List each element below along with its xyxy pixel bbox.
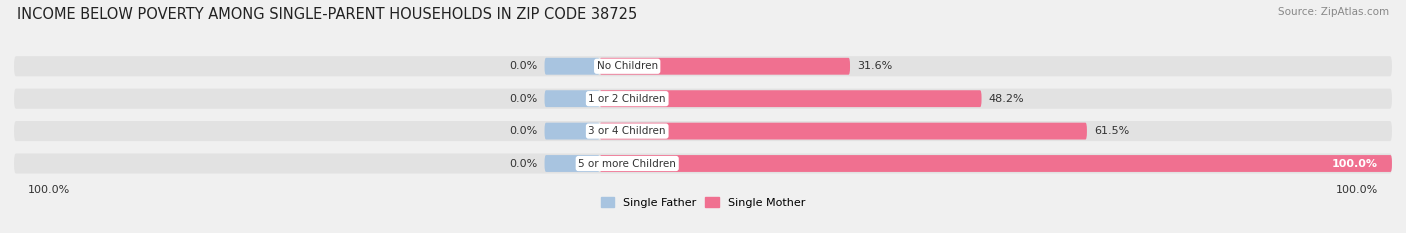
FancyBboxPatch shape <box>599 155 1392 172</box>
Text: 0.0%: 0.0% <box>509 94 537 104</box>
Text: 61.5%: 61.5% <box>1094 126 1129 136</box>
Text: 0.0%: 0.0% <box>509 126 537 136</box>
Text: 5 or more Children: 5 or more Children <box>578 158 676 168</box>
Text: 31.6%: 31.6% <box>856 61 893 71</box>
Text: 100.0%: 100.0% <box>1336 185 1378 195</box>
FancyBboxPatch shape <box>544 155 599 172</box>
Legend: Single Father, Single Mother: Single Father, Single Mother <box>596 193 810 212</box>
Text: 100.0%: 100.0% <box>28 185 70 195</box>
Text: Source: ZipAtlas.com: Source: ZipAtlas.com <box>1278 7 1389 17</box>
Text: 48.2%: 48.2% <box>988 94 1024 104</box>
Text: 0.0%: 0.0% <box>509 158 537 168</box>
Text: 0.0%: 0.0% <box>509 61 537 71</box>
Text: 3 or 4 Children: 3 or 4 Children <box>589 126 666 136</box>
FancyBboxPatch shape <box>544 123 599 140</box>
FancyBboxPatch shape <box>544 90 599 107</box>
FancyBboxPatch shape <box>599 90 981 107</box>
FancyBboxPatch shape <box>599 123 1087 140</box>
FancyBboxPatch shape <box>14 121 1392 141</box>
Text: 100.0%: 100.0% <box>1331 158 1378 168</box>
Text: INCOME BELOW POVERTY AMONG SINGLE-PARENT HOUSEHOLDS IN ZIP CODE 38725: INCOME BELOW POVERTY AMONG SINGLE-PARENT… <box>17 7 637 22</box>
FancyBboxPatch shape <box>599 58 851 75</box>
Text: 1 or 2 Children: 1 or 2 Children <box>589 94 666 104</box>
Text: No Children: No Children <box>596 61 658 71</box>
FancyBboxPatch shape <box>14 56 1392 76</box>
FancyBboxPatch shape <box>544 58 599 75</box>
FancyBboxPatch shape <box>14 89 1392 109</box>
FancyBboxPatch shape <box>14 154 1392 174</box>
